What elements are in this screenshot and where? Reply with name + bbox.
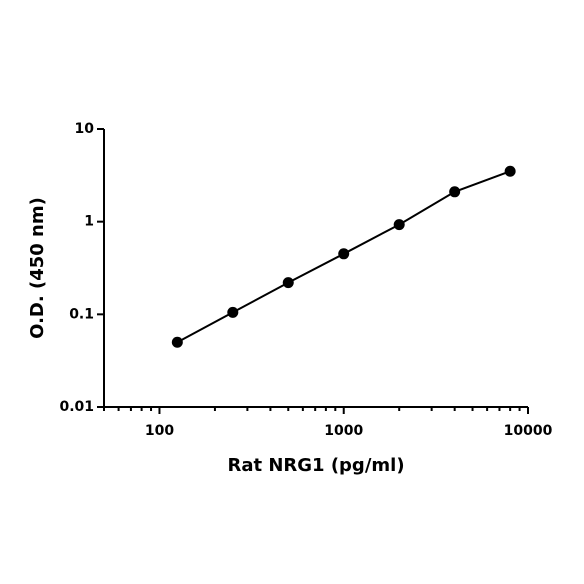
x-tick-label: 10000 bbox=[504, 423, 553, 439]
y-tick-label: 1 bbox=[84, 214, 94, 230]
x-axis-label: Rat NRG1 (pg/ml) bbox=[227, 455, 404, 476]
x-tick-label: 100 bbox=[145, 423, 174, 439]
data-point bbox=[504, 165, 516, 177]
x-tick-label: 1000 bbox=[324, 423, 363, 439]
y-tick-label: 0.1 bbox=[69, 306, 94, 322]
data-point bbox=[282, 277, 294, 289]
y-tick-label: 0.01 bbox=[59, 399, 94, 415]
data-point bbox=[227, 306, 239, 318]
data-point bbox=[338, 248, 350, 260]
y-axis-label: O.D. (450 nm) bbox=[27, 197, 48, 339]
data-point bbox=[171, 336, 183, 348]
y-tick-label: 10 bbox=[75, 121, 95, 137]
data-point bbox=[393, 219, 405, 231]
data-point bbox=[449, 186, 461, 198]
